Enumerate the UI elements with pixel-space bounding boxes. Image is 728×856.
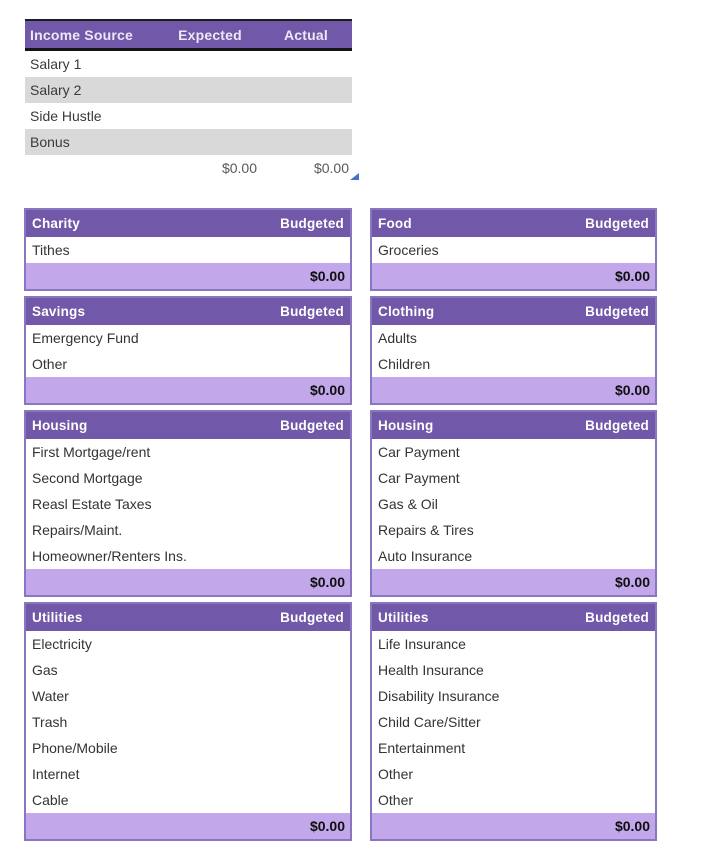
budget-item-cell[interactable]: Cable (26, 787, 350, 813)
budget-section-charity: Charity Budgeted Tithes $0.00 (24, 208, 352, 291)
section-total-cell[interactable]: $0.00 (372, 377, 655, 403)
budget-item-cell[interactable]: Life Insurance (372, 631, 655, 657)
section-total-cell[interactable]: $0.00 (26, 569, 350, 595)
budgeted-label: Budgeted (280, 610, 344, 625)
section-title: Housing (378, 418, 434, 433)
budget-item-cell[interactable]: Entertainment (372, 735, 655, 761)
budget-item-cell[interactable]: Car Payment (372, 439, 655, 465)
budgeted-label: Budgeted (280, 216, 344, 231)
income-row: Side Hustle (25, 103, 352, 129)
income-row: Salary 1 (25, 51, 352, 77)
section-title: Utilities (32, 610, 83, 625)
budget-item-cell[interactable]: First Mortgage/rent (26, 439, 350, 465)
budget-column-right: Food Budgeted Groceries $0.00 Clothing Budget… (370, 208, 657, 846)
section-title: Housing (32, 418, 88, 433)
income-source-cell[interactable]: Bonus (30, 134, 70, 150)
income-table-top-border (25, 19, 352, 21)
budgeted-label: Budgeted (585, 216, 649, 231)
section-title: Savings (32, 304, 86, 319)
section-header: Utilities Budgeted (26, 604, 350, 631)
budget-item-cell[interactable]: Reasl Estate Taxes (26, 491, 350, 517)
budget-item-cell[interactable]: Adults (372, 325, 655, 351)
section-header: Savings Budgeted (26, 298, 350, 325)
budget-item-cell[interactable]: Repairs/Maint. (26, 517, 350, 543)
income-header-actual: Actual (284, 26, 328, 43)
income-source-cell[interactable]: Side Hustle (30, 108, 102, 124)
budgeted-label: Budgeted (585, 610, 649, 625)
budget-item-cell[interactable]: Homeowner/Renters Ins. (26, 543, 350, 569)
income-table: Income Source Expected Actual Salary 1 Sa… (25, 19, 359, 181)
section-header: Food Budgeted (372, 210, 655, 237)
budget-item-cell[interactable]: Health Insurance (372, 657, 655, 683)
budget-item-cell[interactable]: Children (372, 351, 655, 377)
income-rows: Salary 1 Salary 2 Side Hustle Bonus (25, 51, 352, 155)
budget-item-cell[interactable]: Emergency Fund (26, 325, 350, 351)
budget-item-cell[interactable]: Other (26, 351, 350, 377)
budget-item-cell[interactable]: Second Mortgage (26, 465, 350, 491)
section-total-cell[interactable]: $0.00 (372, 569, 655, 595)
budget-item-cell[interactable]: Car Payment (372, 465, 655, 491)
budget-item-cell[interactable]: Other (372, 761, 655, 787)
section-header: Housing Budgeted (26, 412, 350, 439)
section-total-cell[interactable]: $0.00 (26, 377, 350, 403)
budget-section-utilities: Utilities Budgeted Life Insurance Health In… (370, 602, 657, 841)
budget-item-cell[interactable]: Phone/Mobile (26, 735, 350, 761)
section-title: Food (378, 216, 412, 231)
section-header: Charity Budgeted (26, 210, 350, 237)
section-total-cell[interactable]: $0.00 (26, 813, 350, 839)
budget-item-cell[interactable]: Trash (26, 709, 350, 735)
budget-item-cell[interactable]: Auto Insurance (372, 543, 655, 569)
budget-item-cell[interactable]: Electricity (26, 631, 350, 657)
section-header: Housing Budgeted (372, 412, 655, 439)
budget-section-housing: Housing Budgeted Car Payment Car Payment Gas… (370, 410, 657, 597)
budgeted-label: Budgeted (585, 304, 649, 319)
budget-section-utilities: Utilities Budgeted Electricity Gas Water Tras… (24, 602, 352, 841)
income-source-cell[interactable]: Salary 1 (30, 56, 82, 72)
budget-column-left: Charity Budgeted Tithes $0.00 Savings Budgete… (24, 208, 352, 846)
budget-item-cell[interactable]: Water (26, 683, 350, 709)
section-title: Clothing (378, 304, 435, 319)
budget-item-cell[interactable]: Disability Insurance (372, 683, 655, 709)
income-source-cell[interactable]: Salary 2 (30, 82, 82, 98)
budgeted-label: Budgeted (280, 418, 344, 433)
budget-item-cell[interactable]: Groceries (372, 237, 655, 263)
income-row: Bonus (25, 129, 352, 155)
income-totals-row: $0.00 $0.00 (25, 155, 359, 181)
section-total-cell[interactable]: $0.00 (372, 263, 655, 289)
budget-item-cell[interactable]: Gas & Oil (372, 491, 655, 517)
section-title: Utilities (378, 610, 429, 625)
budget-item-cell[interactable]: Internet (26, 761, 350, 787)
actual-total-cell[interactable]: $0.00 (313, 160, 349, 176)
budget-item-cell[interactable]: Child Care/Sitter (372, 709, 655, 735)
budget-item-cell[interactable]: Gas (26, 657, 350, 683)
income-header-expected: Expected (178, 26, 242, 43)
budgeted-label: Budgeted (585, 418, 649, 433)
budget-section-housing: Housing Budgeted First Mortgage/rent Second… (24, 410, 352, 597)
budget-section-clothing: Clothing Budgeted Adults Children $0.00 (370, 296, 657, 405)
section-total-cell[interactable]: $0.00 (26, 263, 350, 289)
income-header-row: Income Source Expected Actual (25, 21, 352, 51)
section-header: Clothing Budgeted (372, 298, 655, 325)
section-title: Charity (32, 216, 80, 231)
budgeted-label: Budgeted (280, 304, 344, 319)
section-total-cell[interactable]: $0.00 (372, 813, 655, 839)
fill-handle-icon[interactable] (350, 173, 359, 180)
budget-item-cell[interactable]: Other (372, 787, 655, 813)
income-header-source: Income Source (30, 26, 133, 43)
budget-item-cell[interactable]: Repairs & Tires (372, 517, 655, 543)
budget-item-cell[interactable]: Tithes (26, 237, 350, 263)
income-row: Salary 2 (25, 77, 352, 103)
expected-total-cell[interactable]: $0.00 (221, 160, 257, 176)
budget-section-food: Food Budgeted Groceries $0.00 (370, 208, 657, 291)
budget-section-savings: Savings Budgeted Emergency Fund Other $0.00 (24, 296, 352, 405)
section-header: Utilities Budgeted (372, 604, 655, 631)
budget-columns: Charity Budgeted Tithes $0.00 Savings Budgete… (24, 208, 728, 846)
